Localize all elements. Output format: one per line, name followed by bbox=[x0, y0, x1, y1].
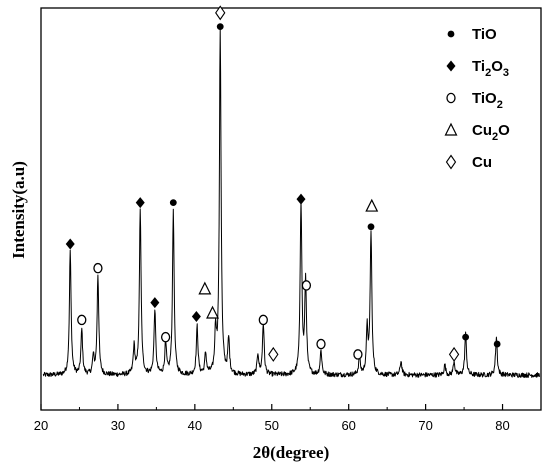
legend-open-triangle-icon bbox=[444, 122, 458, 136]
legend-label-part: Ti bbox=[472, 58, 485, 75]
phase-markers bbox=[65, 5, 501, 362]
open-triangle-marker bbox=[198, 281, 212, 295]
legend-label-part: Cu bbox=[472, 154, 492, 171]
legend-label-part: TiO bbox=[472, 26, 497, 43]
legend-label-part: O bbox=[498, 122, 510, 139]
legend-filled-diamond-icon bbox=[446, 60, 456, 72]
open-diamond-marker bbox=[215, 5, 226, 21]
x-tick-label: 50 bbox=[265, 418, 279, 433]
open-circle-marker bbox=[77, 314, 87, 326]
filled-diamond-marker bbox=[296, 193, 306, 205]
filled-diamond-marker bbox=[150, 297, 160, 309]
filled-circle-marker bbox=[493, 340, 501, 348]
x-tick-label: 60 bbox=[341, 418, 355, 433]
open-triangle-marker bbox=[365, 198, 379, 212]
legend-label-part: TiO bbox=[472, 90, 497, 107]
open-circle-marker bbox=[353, 349, 363, 360]
legend-label-subscript: 2 bbox=[485, 67, 491, 79]
open-circle-marker bbox=[160, 331, 171, 343]
filled-diamond-marker bbox=[65, 238, 75, 250]
x-tick-label: 80 bbox=[495, 418, 509, 433]
legend-label: Cu2O bbox=[472, 122, 510, 143]
legend-open-diamond-icon bbox=[445, 154, 457, 170]
xrd-pattern-line bbox=[42, 28, 540, 378]
filled-circle-marker bbox=[216, 23, 224, 31]
open-circle-marker bbox=[301, 280, 312, 291]
filled-circle-marker bbox=[367, 223, 375, 231]
legend-label: Ti2O3 bbox=[472, 58, 509, 79]
plot-frame bbox=[40, 7, 542, 411]
x-axis-tick-labels: 20 30 40 50 60 70 80 bbox=[34, 418, 510, 433]
legend-label-part: O bbox=[491, 58, 503, 75]
legend-label: Cu bbox=[472, 154, 492, 171]
open-circle-marker bbox=[316, 338, 326, 350]
x-tick-label: 20 bbox=[34, 418, 48, 433]
legend-label-subscript: 2 bbox=[492, 131, 498, 143]
y-axis-title: Intensity(a.u) bbox=[9, 161, 28, 259]
legend-label: TiO bbox=[472, 26, 497, 43]
legend-label: TiO2 bbox=[472, 90, 503, 111]
x-tick-label: 40 bbox=[188, 418, 202, 433]
open-circle-marker bbox=[258, 314, 268, 326]
open-diamond-marker bbox=[448, 346, 460, 362]
filled-diamond-marker bbox=[191, 310, 201, 322]
x-axis-title: 2θ(degree) bbox=[253, 443, 330, 462]
x-tick-label: 30 bbox=[111, 418, 125, 433]
open-diamond-marker bbox=[268, 346, 279, 362]
filled-circle-marker bbox=[462, 333, 470, 341]
filled-circle-marker bbox=[169, 199, 177, 207]
filled-diamond-marker bbox=[135, 197, 145, 209]
legend-label-part: Cu bbox=[472, 122, 492, 139]
x-tick-label: 70 bbox=[418, 418, 432, 433]
legend-label-subscript: 2 bbox=[497, 99, 503, 111]
legend-open-circle-icon bbox=[446, 92, 456, 104]
x-axis-ticks bbox=[40, 404, 504, 410]
legend-filled-circle-icon bbox=[447, 30, 455, 38]
legend-label-subscript: 3 bbox=[503, 67, 509, 79]
open-circle-marker bbox=[93, 262, 103, 274]
open-triangle-marker bbox=[206, 305, 220, 319]
